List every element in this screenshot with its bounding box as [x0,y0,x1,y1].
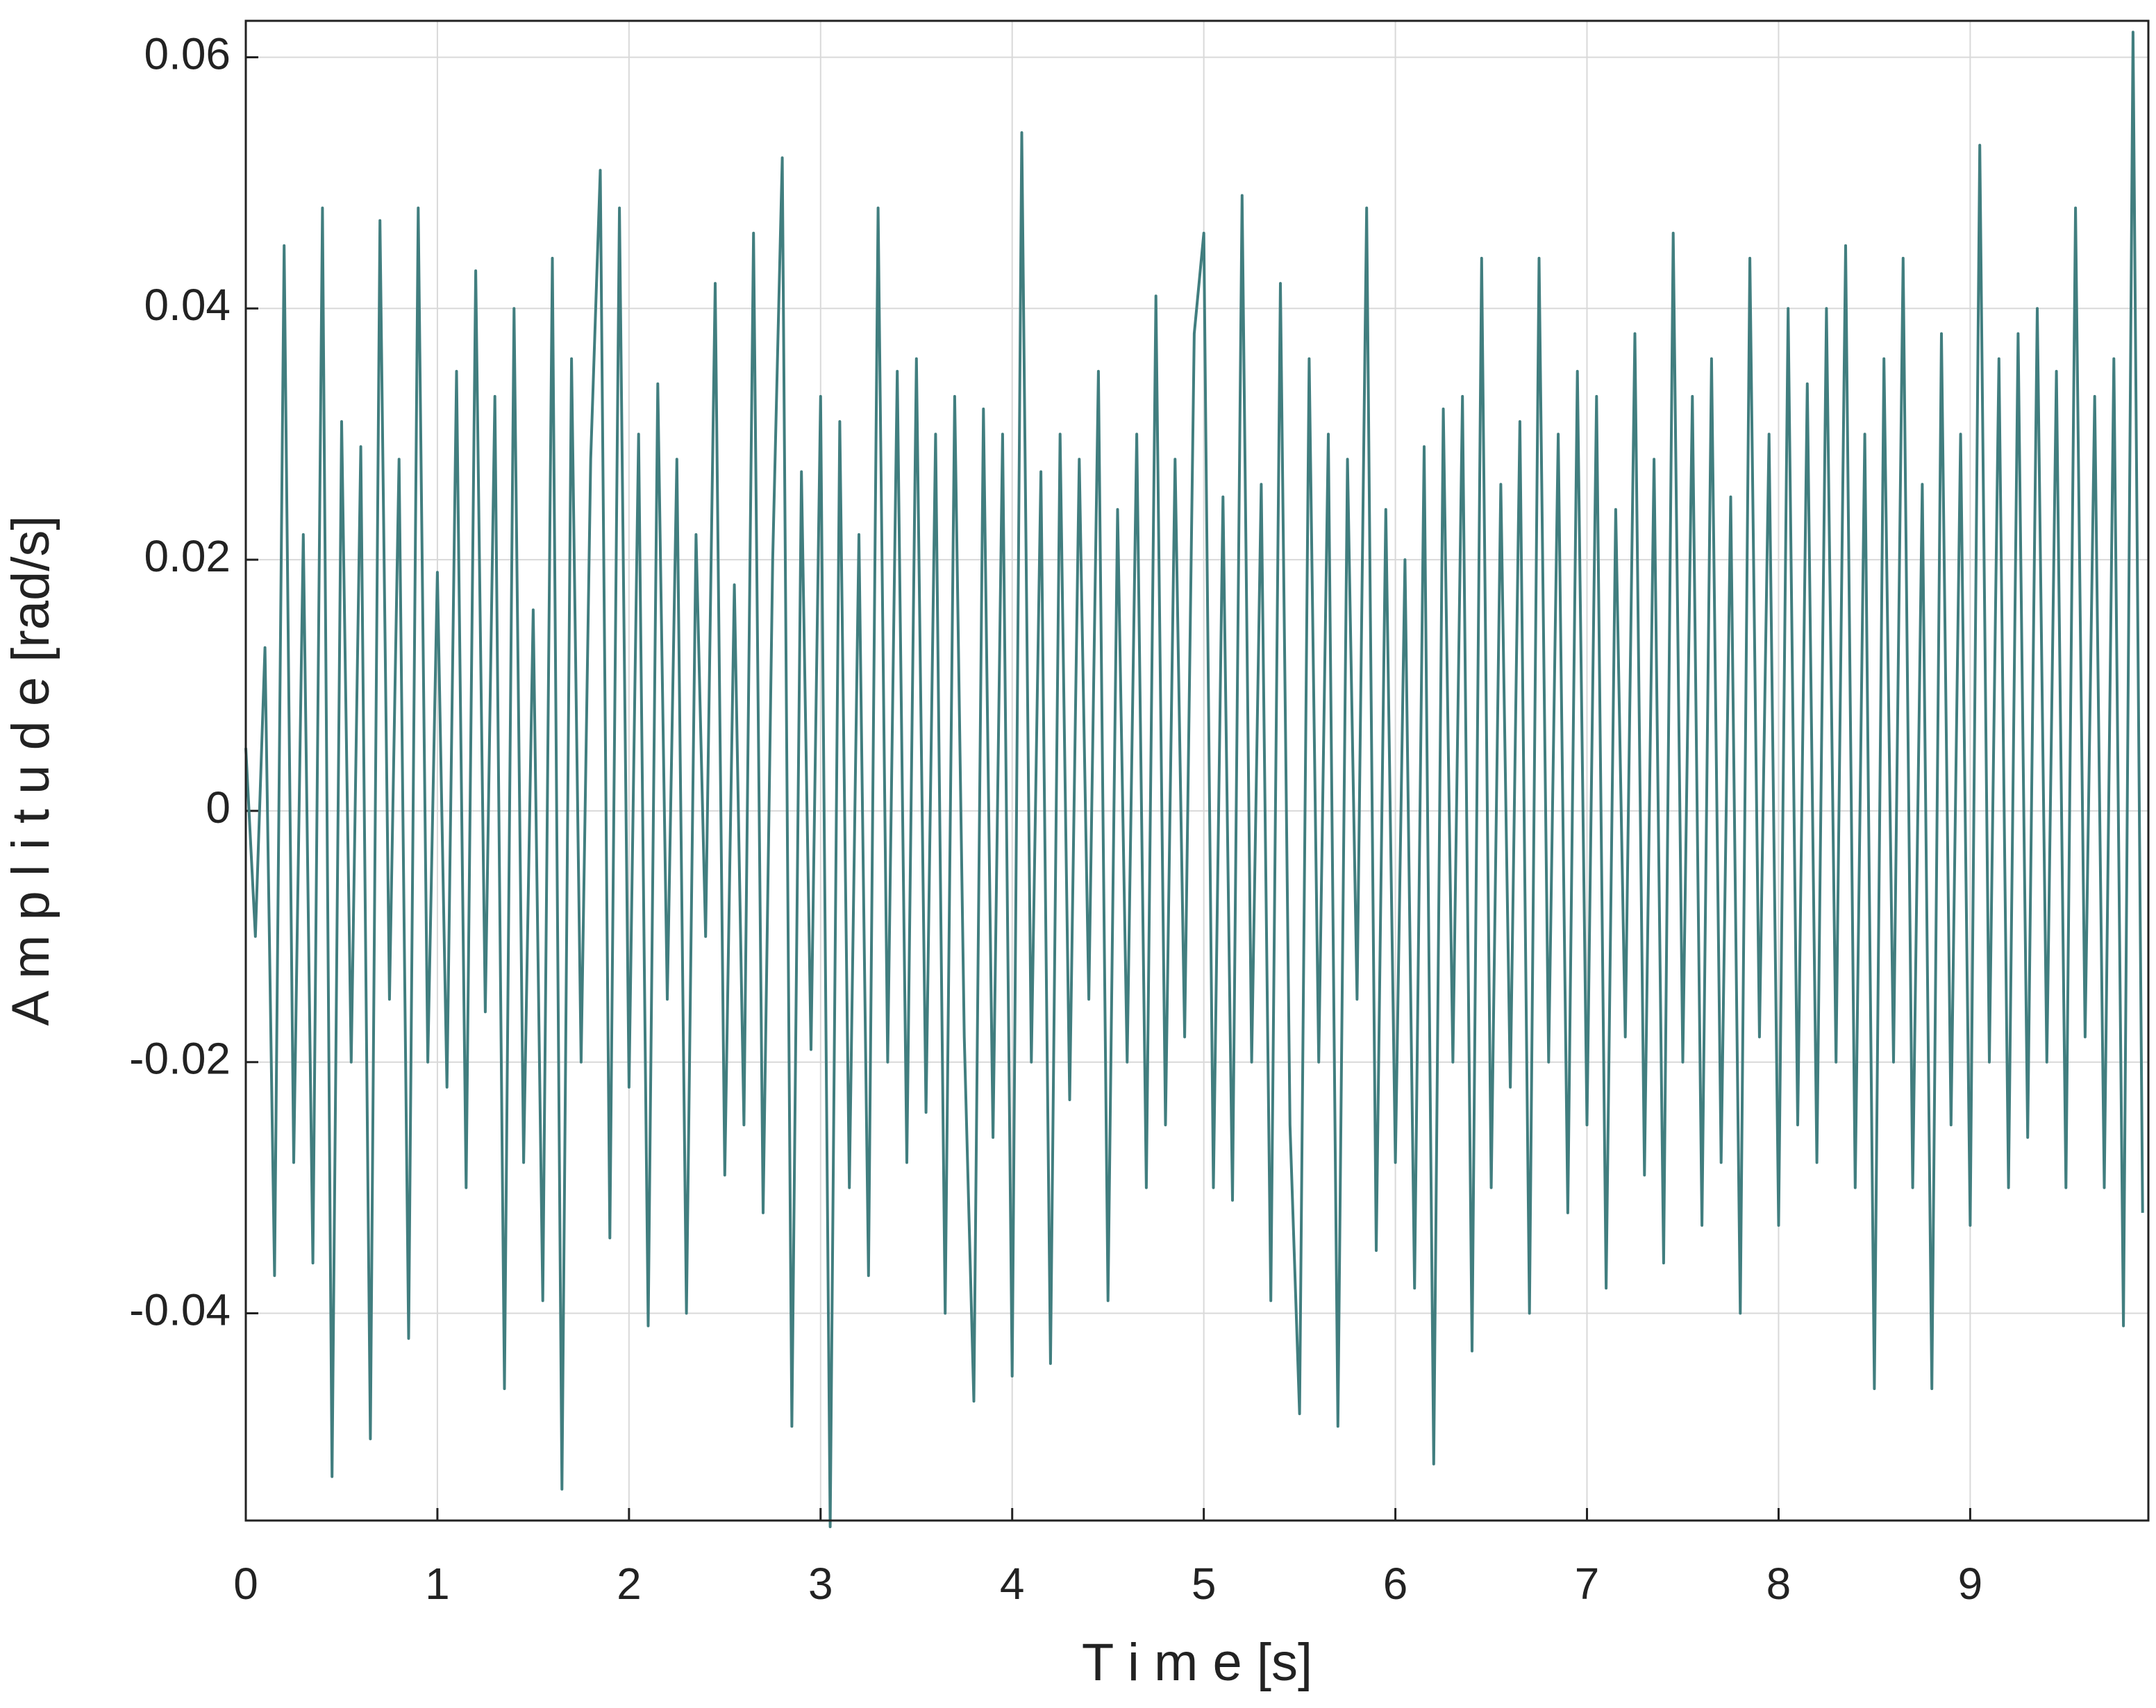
x-tick-label: 5 [1192,1559,1217,1609]
x-tick-label: 6 [1383,1559,1408,1609]
x-axis-label: T i m e [s] [1082,1633,1312,1692]
x-tick-label: 0 [233,1559,258,1609]
plot-frame [244,19,2150,1522]
x-tick-label: 1 [425,1559,450,1609]
x-tick-label: 8 [1766,1559,1791,1609]
x-tick-label: 7 [1575,1559,1600,1609]
y-tick-label: 0.02 [144,531,231,581]
y-tick-label: 0.04 [144,280,231,330]
x-tick-label: 3 [808,1559,833,1609]
y-axis-label: A m p l i t u d e [rad/s] [1,516,60,1026]
x-tick-label: 4 [1000,1559,1025,1609]
y-tick-label: 0 [206,782,231,832]
y-tick-label: -0.04 [129,1284,231,1334]
x-tick-label: 9 [1958,1559,1983,1609]
y-tick-label: -0.02 [129,1034,231,1084]
y-tick-label: 0.06 [144,28,231,78]
x-tick-label: 2 [617,1559,642,1609]
data-line [244,31,2144,1528]
